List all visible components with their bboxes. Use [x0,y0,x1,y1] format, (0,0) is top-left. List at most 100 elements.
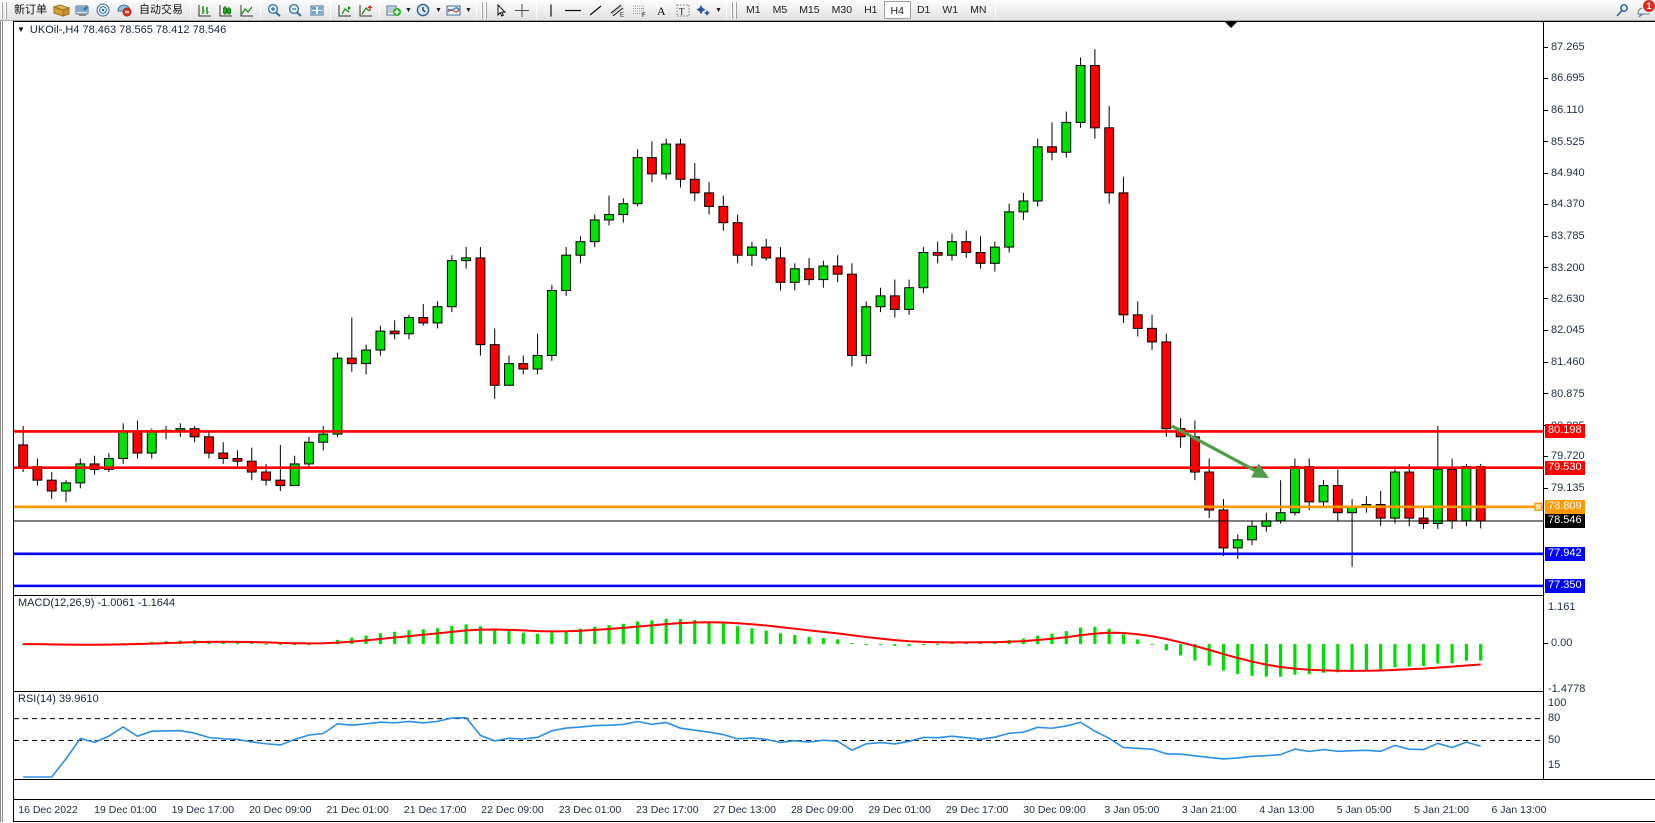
timeframe-d1[interactable]: D1 [916,4,931,16]
shapes-dropdown-caret[interactable]: ▼ [715,6,722,14]
shapes-icon[interactable] [693,1,714,20]
rsi-tick-label: 50 [1548,733,1561,746]
macd-histogram-bar [550,632,554,645]
new-order-button[interactable]: 新订单 [14,3,47,16]
timeframe-m15[interactable]: M15 [799,4,820,16]
chart-menu-caret[interactable]: ▼ [17,25,25,34]
price-tick: 82.630 [1544,293,1585,305]
horizontal-line-icon[interactable] [561,1,585,20]
alerts-icon[interactable]: 1 [1633,0,1655,20]
time-axis-label: 16 Dec 2022 [18,804,78,816]
price-level-label-order-line[interactable]: 78.809 [1545,499,1585,514]
chart-shift-icon[interactable] [334,1,355,20]
trendline-icon[interactable] [585,1,607,20]
price-tick-label: 82.630 [1551,292,1585,305]
macd-tick: 1.161 [1544,601,1576,613]
candle-body [989,246,1000,264]
periodicity-icon[interactable] [413,1,434,20]
price-tick: 86.695 [1544,72,1585,84]
candle-body [947,241,957,256]
open-data-folder-icon[interactable] [51,1,72,20]
cursor-icon[interactable] [490,1,511,20]
rsi-tick: 100 [1544,697,1566,709]
candle-body [1347,506,1358,514]
equidistant-channel-icon[interactable]: E [607,1,629,20]
candle-body [1275,512,1286,522]
macd-histogram-bar [1464,644,1469,661]
candle-body [518,363,529,370]
time-scale[interactable]: 16 Dec 2022 19 Dec 01:00 19 Dec 17:00 20 De… [14,799,1655,821]
macd-histogram-bar [278,644,282,646]
candle-body [604,214,614,221]
vertical-line-icon[interactable] [540,1,561,20]
macd-histogram-bar [493,629,497,645]
macd-tick: 0.00 [1544,637,1572,649]
candle-body [1032,146,1043,202]
macd-histogram-bar [478,626,483,645]
price-tick-label: 85.525 [1551,135,1585,148]
svg-text:A: A [657,4,666,18]
text-icon[interactable]: A [651,1,672,20]
time-axis-label: 30 Dec 09:00 [1023,804,1086,816]
macd-histogram-bar [664,618,668,645]
candle-body [489,344,500,386]
timeframe-m1[interactable]: M1 [746,4,761,16]
time-axis-label: 3 Jan 21:00 [1181,804,1237,816]
price-level-label-support-line[interactable]: 77.350 [1545,578,1585,593]
macd-histogram-bar [507,631,511,645]
templates-icon[interactable] [383,1,404,20]
timeframe-m30[interactable]: M30 [831,4,853,16]
zoom-in-icon[interactable] [264,1,285,20]
price-tick: 86.110 [1544,104,1584,116]
price-level-label-resistance-line[interactable]: 80.198 [1545,424,1585,439]
timeframe-h4[interactable]: H4 [883,1,911,19]
downtrend-arrow[interactable] [1171,424,1269,478]
navigator-icon[interactable] [93,1,114,20]
price-level-label-last-price[interactable]: 78.546 [1545,514,1585,529]
search-icon[interactable] [1611,1,1633,20]
candlestick-chart-icon[interactable] [215,1,236,20]
macd-histogram-bar [1250,644,1254,676]
text-label-icon[interactable]: T [672,1,693,20]
periodicity-dropdown-caret[interactable]: ▼ [435,6,442,14]
toolbar-grip[interactable] [1,1,8,19]
price-scale[interactable]: 87.265 86.695 86.110 85.525 84.940 84.370 83.7… [1543,22,1655,779]
templates-dropdown-caret[interactable]: ▼ [405,6,412,14]
timeframe-h1[interactable]: H1 [864,4,878,16]
macd-histogram-bar [535,633,540,645]
autotrading-button[interactable]: 自动交易 [139,3,183,16]
crosshair-icon[interactable] [511,1,533,20]
arrow-head [1251,463,1269,478]
autotrading-icon[interactable] [114,1,135,20]
order-line-handle[interactable] [1534,502,1543,511]
bar-chart-icon[interactable] [194,1,215,20]
auto-scroll-icon[interactable] [355,1,376,20]
candle-body [589,219,600,243]
price-level-label-resistance-line[interactable]: 79.530 [1545,460,1585,475]
macd-histogram-bar [793,635,797,645]
macd-histogram-bar [1307,644,1311,675]
timeframe-m5[interactable]: M5 [772,4,788,16]
macd-histogram-bar [1150,643,1154,645]
chart-canvas[interactable]: ▼ UKOil-,H4 78.463 78.565 78.412 78.546 … [13,21,1655,822]
timeframe-mn[interactable]: MN [970,4,987,16]
timeframe-w1[interactable]: W1 [942,4,959,16]
price-level-label-support-line[interactable]: 77.942 [1545,546,1585,561]
market-watch-icon[interactable] [72,1,93,20]
fibonacci-icon[interactable]: F [629,1,651,20]
zoom-out-icon[interactable] [285,1,306,20]
toolbar-grip-2[interactable] [481,1,488,19]
macd-histogram-bar [593,626,597,645]
candle-body [1147,327,1157,343]
indicators-dropdown-caret[interactable]: ▼ [465,6,472,14]
candle-body [661,143,672,175]
macd-histogram-bar [778,633,783,645]
macd-histogram-bar [1136,639,1140,645]
line-chart-icon[interactable] [236,1,257,20]
macd-histogram-bar [1350,644,1354,672]
toolbar-separator [995,1,997,19]
grid-icon[interactable] [306,1,327,20]
toolbar-grip-3[interactable] [731,1,738,19]
indicators-icon[interactable] [443,1,464,20]
chart-shift-marker[interactable] [1225,22,1237,28]
